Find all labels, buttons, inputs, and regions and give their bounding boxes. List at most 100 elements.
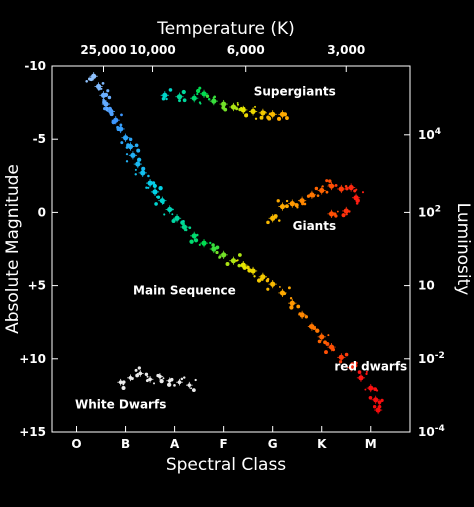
main-sequence-sparkle: [325, 342, 330, 346]
region-label: Supergiants: [254, 84, 336, 98]
main-sequence-sparkle: [136, 148, 141, 153]
main-sequence-sparkle: [134, 143, 139, 148]
main-sequence-sparkle: [134, 168, 137, 171]
main-sequence-point: [356, 373, 366, 382]
region-label: Main Sequence: [133, 283, 236, 297]
right-tick-label: 10-2: [418, 351, 445, 366]
main-sequence-sparkle: [312, 326, 317, 331]
right-tick-label: 10: [418, 279, 435, 293]
white-dwarfs-sparkle: [158, 375, 162, 379]
giants-sparkle: [299, 199, 302, 202]
main-sequence-sparkle: [211, 243, 215, 247]
giants-sparkle: [296, 206, 299, 209]
supergiants-sparkle: [165, 97, 168, 101]
white-dwarfs-point: [186, 381, 193, 389]
region-label: red dwarfs: [334, 360, 407, 374]
giants-sparkle: [303, 202, 307, 206]
spectral-class-label: B: [121, 437, 130, 451]
white-dwarfs-sparkle: [166, 382, 172, 387]
supergiants-point: [219, 99, 228, 109]
right-axis-title: Luminosity: [453, 203, 473, 296]
main-sequence-sparkle: [102, 98, 105, 102]
supergiants-sparkle: [240, 106, 243, 110]
supergiants-sparkle: [223, 107, 228, 112]
main-sequence-sparkle: [89, 77, 94, 82]
main-sequence-point: [172, 214, 182, 223]
supergiants-sparkle: [207, 98, 211, 101]
main-sequence-sparkle: [106, 89, 110, 93]
white-dwarfs-sparkle: [137, 366, 141, 370]
supergiants-sparkle: [168, 88, 173, 92]
main-sequence-sparkle: [338, 360, 343, 364]
main-sequence-sparkle: [107, 95, 112, 100]
left-tick-label: +5: [28, 279, 46, 293]
supergiants-sparkle: [236, 102, 239, 105]
main-sequence-sparkle: [184, 228, 188, 232]
main-sequence-sparkle: [209, 241, 212, 245]
main-sequence-point: [128, 151, 138, 160]
main-sequence-sparkle: [97, 86, 101, 91]
main-sequence-sparkle: [215, 250, 219, 255]
giants-sparkle: [294, 203, 299, 208]
main-sequence-sparkle: [171, 213, 174, 216]
main-sequence-sparkle: [247, 268, 252, 273]
main-sequence-sparkle: [315, 328, 320, 333]
supergiants-sparkle: [245, 113, 249, 116]
left-tick-label: 0: [38, 205, 46, 219]
top-axis-title: Temperature (K): [156, 19, 295, 39]
main-sequence-sparkle: [202, 241, 206, 246]
main-sequence-sparkle: [158, 186, 163, 191]
main-sequence-sparkle: [373, 387, 378, 392]
white-dwarfs-sparkle: [194, 378, 197, 382]
giants-sparkle: [285, 199, 289, 203]
left-tick-label: -10: [24, 59, 46, 73]
supergiants-sparkle: [161, 97, 166, 101]
giants-sparkle: [284, 204, 289, 209]
giants-sparkle: [325, 190, 329, 194]
left-tick-label: -5: [33, 132, 46, 146]
main-sequence-point: [288, 299, 297, 308]
main-sequence-sparkle: [289, 305, 294, 310]
main-sequence-sparkle: [103, 92, 109, 97]
giants-sparkle: [328, 179, 332, 183]
main-sequence-sparkle: [350, 362, 355, 367]
giants-sparkle: [325, 179, 329, 183]
supergiants-sparkle: [242, 107, 246, 111]
main-sequence-sparkle: [237, 263, 242, 268]
main-sequence-sparkle: [212, 248, 216, 252]
giants-sparkle: [277, 219, 281, 222]
giants-sparkle: [301, 202, 305, 206]
right-tick-label: 10-4: [418, 424, 445, 439]
supergiants-sparkle: [268, 112, 272, 116]
giants-sparkle: [336, 210, 339, 213]
main-sequence-sparkle: [171, 218, 176, 224]
spectral-class-label: O: [71, 437, 81, 451]
main-sequence-sparkle: [109, 112, 114, 117]
main-sequence-point: [374, 405, 383, 415]
main-sequence-sparkle: [114, 118, 118, 121]
white-dwarfs-point: [176, 378, 183, 386]
giants-sparkle: [321, 185, 324, 188]
giants-sparkle: [311, 193, 316, 198]
main-sequence-sparkle: [107, 106, 112, 112]
main-sequence-sparkle: [331, 348, 336, 352]
giants-sparkle: [334, 183, 338, 187]
main-sequence-sparkle: [365, 370, 368, 373]
supergiants-sparkle: [212, 96, 215, 99]
main-sequence-sparkle: [380, 398, 384, 403]
main-sequence-sparkle: [147, 174, 150, 178]
main-sequence-sparkle: [162, 201, 165, 205]
supergiants-sparkle: [282, 112, 288, 117]
main-sequence-point: [366, 383, 375, 393]
main-sequence-sparkle: [123, 135, 128, 140]
supergiants-sparkle: [178, 99, 181, 103]
supergiants-point: [175, 92, 184, 101]
main-sequence-sparkle: [278, 286, 281, 288]
white-dwarfs-sparkle: [173, 384, 176, 387]
white-dwarfs-sparkle: [121, 385, 126, 390]
white-dwarfs-sparkle: [144, 372, 149, 377]
main-sequence-sparkle: [120, 113, 123, 117]
white-dwarfs-sparkle: [122, 380, 126, 384]
giants-point: [347, 183, 356, 192]
